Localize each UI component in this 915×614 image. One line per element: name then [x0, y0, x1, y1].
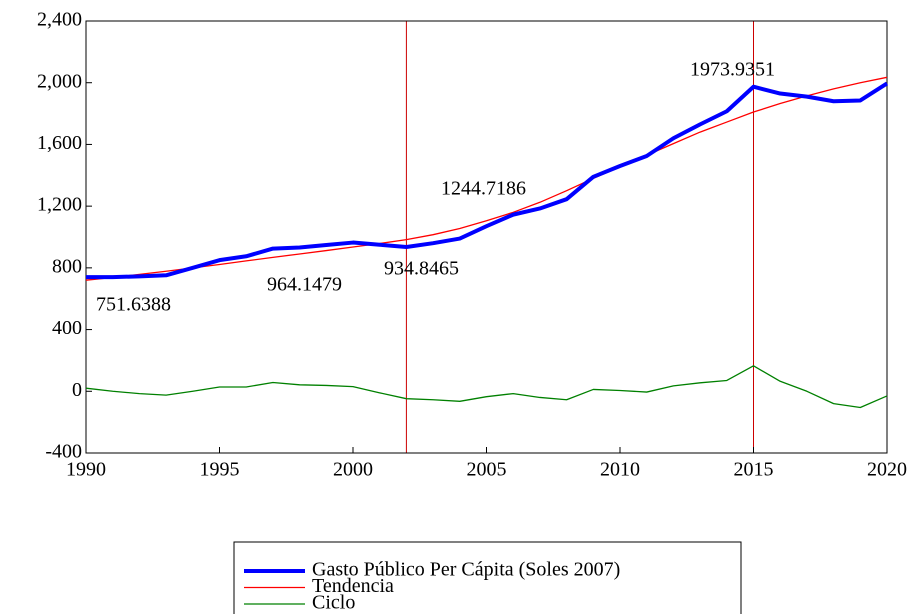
y-tick-label: 2,400 [37, 9, 82, 31]
series-line [86, 81, 889, 280]
series-line [85, 365, 888, 409]
y-tick-label: 1,200 [37, 194, 82, 216]
y-tick-label: -400 [45, 441, 82, 463]
annotation: 934.8465 [384, 258, 459, 280]
legend-label: Tendencia [312, 575, 394, 597]
y-tick-label: 400 [52, 317, 82, 339]
x-tick-label: 2005 [467, 459, 507, 481]
y-tick-label: 800 [52, 255, 82, 277]
annotation: 751.6388 [96, 294, 171, 316]
annotation: 1973.9351 [690, 59, 775, 81]
legend-label: Gasto Público Per Cápita (Soles 2007) [312, 559, 620, 581]
x-tick-label: 1995 [200, 459, 240, 481]
series-line [85, 76, 888, 281]
legend-label: Ciclo [312, 592, 355, 614]
x-tick-label: 1990 [66, 459, 106, 481]
y-tick-label: 0 [72, 379, 82, 401]
annotation: 964.1479 [267, 274, 342, 296]
y-tick-label: 1,600 [37, 132, 82, 154]
x-tick-label: 2000 [333, 459, 373, 481]
legend-box [233, 541, 742, 614]
x-tick-label: 2020 [867, 459, 907, 481]
annotation: 1244.7186 [441, 178, 526, 200]
plot-frame [85, 20, 888, 454]
y-tick-label: 2,000 [37, 70, 82, 92]
x-tick-label: 2015 [734, 459, 774, 481]
x-tick-label: 2010 [600, 459, 640, 481]
